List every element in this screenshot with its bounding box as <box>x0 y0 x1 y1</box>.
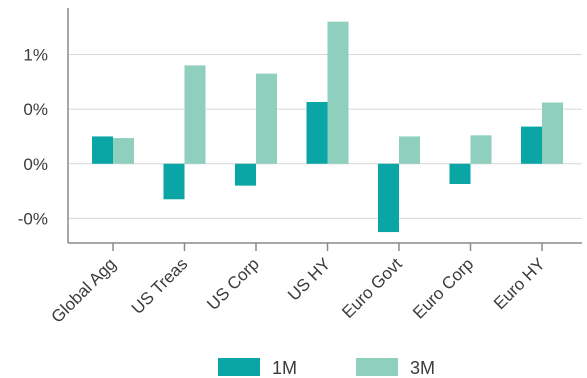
y-axis-tick-labels: 1% 0% 0% -0% <box>18 45 48 228</box>
x-category-label-6: Euro HY <box>490 254 549 313</box>
x-category-label-3: US HY <box>284 254 334 304</box>
x-category-label-5: Euro Corp <box>409 254 477 322</box>
bar-1m-5 <box>449 163 471 184</box>
legend-swatch-1m <box>218 358 260 376</box>
legend-swatch-3m <box>356 358 398 376</box>
bar-1m-0 <box>92 136 113 164</box>
bar-1m-4 <box>378 163 399 233</box>
bar-3m-3 <box>327 21 349 164</box>
bar-1m-2 <box>235 163 256 186</box>
bar-3m-0 <box>113 138 134 164</box>
x-axis-category-labels: Global Agg US Treas US Corp US HY Euro Govt E… <box>48 254 549 326</box>
legend: 1M 3M <box>218 358 435 378</box>
bar-3m-6 <box>542 102 563 164</box>
legend-label-1m: 1M <box>272 358 297 378</box>
bar-3m-1 <box>184 65 206 164</box>
x-category-label-2: US Corp <box>203 254 263 314</box>
y-tick-label-1: 0% <box>23 100 48 119</box>
bar-1m-3 <box>306 102 328 164</box>
y-tick-label-0: 1% <box>23 45 48 64</box>
y-tick-label-3: -0% <box>18 209 48 228</box>
bar-3m-4 <box>399 136 420 164</box>
bar-1m-1 <box>163 163 185 200</box>
bar-3m-2 <box>256 73 277 164</box>
y-tick-label-2: 0% <box>23 155 48 174</box>
axes <box>67 8 582 251</box>
legend-label-3m: 3M <box>410 358 435 378</box>
bar-1m-6 <box>521 126 542 164</box>
bar-3m-5 <box>470 135 492 164</box>
x-category-label-0: Global Agg <box>48 254 120 326</box>
x-category-label-1: US Treas <box>128 254 192 318</box>
x-category-label-4: Euro Govt <box>338 254 406 322</box>
bars <box>92 21 563 233</box>
